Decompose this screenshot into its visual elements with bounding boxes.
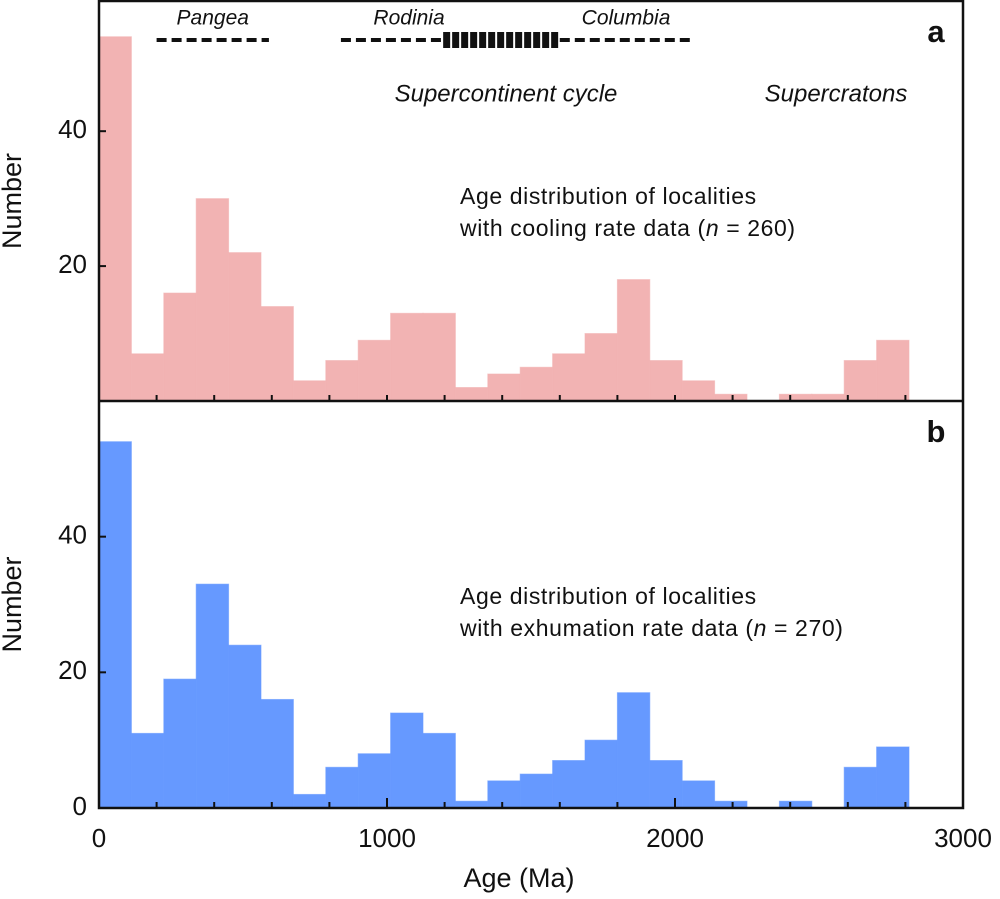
bar (843, 766, 878, 809)
supercontinent-name: Columbia (582, 7, 671, 30)
annotation-part: with exhumation rate data ( (459, 615, 754, 641)
bar (552, 760, 586, 809)
bar (228, 644, 262, 809)
bar (487, 780, 521, 809)
bar (584, 333, 618, 402)
y-tick-label: 40 (58, 114, 87, 144)
bar (843, 360, 878, 402)
annotation-part: n (706, 215, 719, 241)
annotation: with exhumation rate data (n = 270) (459, 615, 844, 641)
annotation-part: = 270) (767, 615, 843, 641)
bar (552, 353, 586, 402)
bar (98, 441, 132, 809)
bar (584, 739, 618, 809)
bar (357, 753, 392, 809)
bar (98, 36, 132, 402)
bar (260, 698, 294, 809)
bar (195, 198, 230, 402)
note: Supercratons (765, 80, 908, 107)
x-tick-label: 2000 (646, 823, 704, 853)
bar (616, 279, 651, 402)
bar (228, 252, 262, 402)
bar (519, 773, 554, 809)
annotation-part: with cooling rate data ( (459, 215, 706, 241)
plot-frame (97, 0, 965, 810)
bar (649, 360, 683, 402)
bar (616, 692, 651, 809)
annotation: with cooling rate data (n = 260) (459, 215, 796, 241)
panel-label: a (927, 14, 945, 49)
bar (260, 306, 294, 402)
panel-label: b (927, 414, 946, 449)
x-tick-label: 0 (92, 823, 106, 853)
y-tick-label: 20 (58, 249, 87, 279)
bar (422, 732, 456, 809)
bar (422, 312, 456, 402)
y-axis-label: Number (0, 556, 27, 652)
annotation-line: Age distribution of localities (460, 583, 757, 609)
bar (876, 339, 910, 402)
bar (681, 380, 716, 402)
bar (130, 732, 165, 809)
bar (292, 380, 327, 402)
annotation-line: Age distribution of localities (460, 183, 757, 209)
bar (195, 583, 230, 809)
annotation: Age distribution of localities (460, 183, 757, 209)
note: Supercontinent cycle (395, 80, 618, 107)
bar (325, 360, 359, 402)
bar (390, 712, 424, 809)
supercontinent-name: Rodinia (373, 7, 444, 30)
bar (163, 678, 197, 809)
bar (876, 746, 910, 809)
y-axis-label: Number (0, 153, 27, 249)
bar (390, 312, 424, 402)
x-axis-label: Age (Ma) (463, 863, 574, 893)
annotation: Age distribution of localities (460, 583, 757, 609)
bar (357, 339, 392, 402)
bar (130, 353, 165, 402)
bar (325, 766, 359, 809)
bar (487, 373, 521, 402)
bar (454, 387, 489, 402)
bar (519, 366, 554, 402)
annotation-part: = 260) (719, 215, 795, 241)
x-tick-label: 1000 (358, 823, 416, 853)
annotation-part: n (754, 615, 767, 641)
supercontinent-name: Pangea (177, 7, 249, 30)
y-tick-label: 20 (58, 655, 87, 685)
bar (163, 292, 197, 402)
x-tick-label: 3000 (934, 823, 992, 853)
bar (681, 780, 716, 809)
bar (649, 760, 683, 809)
y-tick-label: 0 (73, 791, 87, 821)
y-tick-label: 40 (58, 520, 87, 550)
bar (292, 793, 327, 809)
